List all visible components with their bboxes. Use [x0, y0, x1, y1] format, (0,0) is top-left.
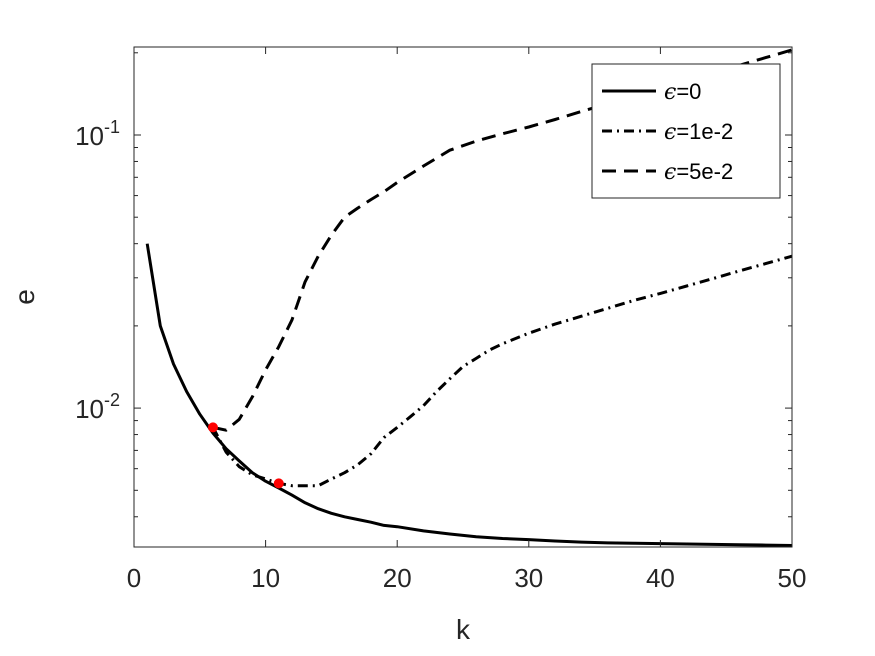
legend-label-1: ϵ=1e-2 — [664, 119, 733, 145]
legend-label-2: ϵ=5e-2 — [664, 159, 733, 185]
x-tick-label: 0 — [127, 563, 141, 593]
tick-layer — [133, 47, 793, 547]
y-tick-label: 10-2 — [75, 390, 120, 424]
tick-label-layer: 0 10 20 30 40 50 10-2 10-1 — [75, 117, 806, 593]
minimum-marker-1 — [273, 478, 284, 489]
plot-area — [145, 48, 793, 547]
x-tick-label: 30 — [514, 563, 543, 593]
legend-label-0: ϵ=0 — [664, 79, 701, 105]
series-line-0 — [145, 243, 793, 547]
axes-box — [133, 46, 793, 548]
y-tick-label: 10-1 — [75, 117, 120, 151]
minimum-marker-0 — [207, 422, 218, 433]
x-tick-label: 40 — [646, 563, 675, 593]
legend: ϵ=0 ϵ=1e-2 ϵ=5e-2 — [591, 63, 781, 199]
x-tick-label: 50 — [778, 563, 807, 593]
marker-layer — [207, 422, 284, 489]
legend-box — [591, 63, 781, 199]
x-axis-label: k — [456, 614, 471, 645]
series-layer — [145, 48, 793, 547]
series-line-2 — [212, 48, 793, 432]
y-axis-label: e — [9, 289, 40, 305]
x-tick-label: 20 — [383, 563, 412, 593]
series-line-1 — [211, 254, 793, 488]
x-tick-label: 10 — [251, 563, 280, 593]
